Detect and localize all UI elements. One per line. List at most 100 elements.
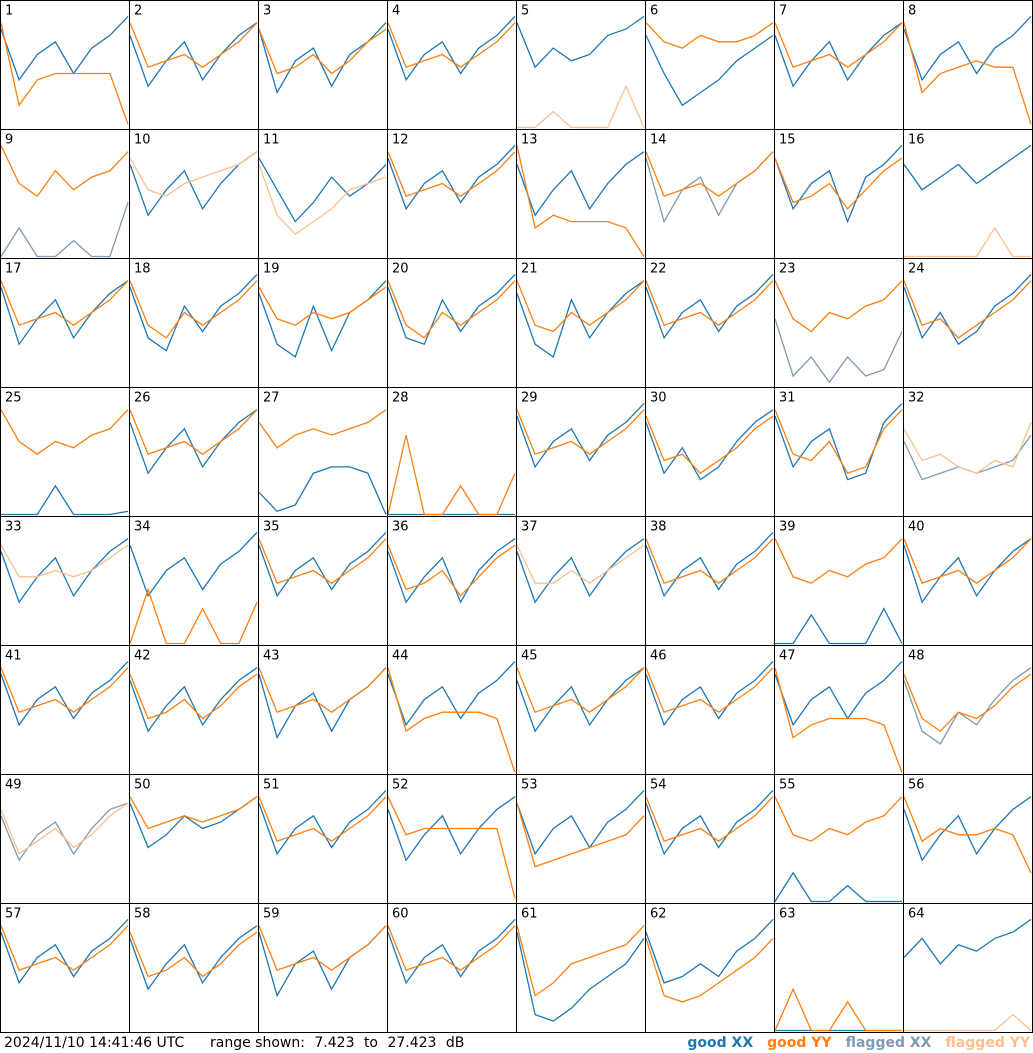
panel: 29 (516, 387, 646, 517)
panel: 4 (387, 0, 517, 130)
xx-trace (645, 531, 774, 598)
yy-trace (516, 145, 645, 257)
yy-trace (903, 22, 1032, 125)
panel-border (516, 774, 646, 904)
xx-trace (774, 402, 903, 481)
panel: 1 (0, 0, 130, 130)
yy-trace (0, 925, 129, 972)
yy-trace (258, 796, 387, 843)
panel: 60 (387, 903, 517, 1033)
yy-trace (516, 667, 645, 714)
panel: 3 (258, 0, 388, 130)
panel-border (774, 645, 904, 775)
panel-border (645, 774, 775, 904)
panel: 46 (645, 645, 775, 775)
panel-label: 15 (779, 133, 796, 148)
panel: 40 (903, 516, 1033, 646)
legend-entry: flagged YY (945, 1035, 1030, 1051)
panel-label: 39 (779, 520, 796, 535)
xx-trace (0, 15, 129, 82)
panel-label: 38 (650, 520, 667, 535)
xx-trace (903, 273, 1032, 346)
yy-trace (129, 22, 258, 69)
xx-trace (129, 409, 258, 475)
xx-trace (258, 466, 387, 515)
panel-border (645, 0, 775, 130)
panel-border (258, 774, 388, 904)
panel-label: 61 (521, 907, 538, 922)
panel: 52 (387, 774, 517, 904)
panel-label: 31 (779, 391, 796, 406)
panel: 16 (903, 129, 1033, 259)
panel-label: 46 (650, 649, 667, 664)
xx-trace (0, 660, 129, 727)
panel-border (0, 0, 130, 130)
panel-border (516, 0, 646, 130)
xx-trace (258, 22, 387, 95)
panel-label: 41 (5, 649, 22, 664)
xx-trace (129, 667, 258, 733)
panel-label: 1 (5, 4, 13, 19)
panel-border (0, 645, 130, 775)
panel: 59 (258, 903, 388, 1033)
yy-trace (387, 544, 516, 597)
panel-label: 48 (908, 649, 925, 664)
panel-label: 54 (650, 778, 667, 793)
panel: 11 (258, 129, 388, 259)
yy-trace (774, 987, 902, 1032)
yy-trace (387, 280, 516, 339)
xx-trace (903, 434, 1032, 481)
panel-border (903, 0, 1033, 130)
xx-trace (387, 796, 516, 862)
yy-trace (645, 280, 774, 327)
xx-trace (387, 273, 516, 346)
panel-label: 44 (392, 649, 409, 664)
yy-trace (129, 796, 258, 830)
panel: 51 (258, 774, 388, 904)
panel-label: 47 (779, 649, 796, 664)
yy-trace (387, 22, 516, 69)
panel-label: 52 (392, 778, 409, 793)
panel-border (387, 129, 517, 259)
panel-label: 12 (392, 133, 409, 148)
yy-trace (0, 22, 129, 125)
panel: 33 (0, 516, 130, 646)
panel: 58 (129, 903, 259, 1033)
panel-border (129, 258, 259, 388)
panel: 19 (258, 258, 388, 388)
panel: 39 (774, 516, 904, 646)
panel-label: 28 (392, 391, 409, 406)
panel-label: 11 (263, 133, 280, 148)
xx-trace (0, 538, 129, 604)
panel-label: 5 (521, 4, 529, 19)
yy-trace (903, 673, 1032, 733)
yy-trace (774, 280, 903, 333)
xx-trace (774, 144, 903, 224)
panel: 34 (129, 516, 259, 646)
panel: 10 (129, 129, 259, 259)
yy-trace (258, 667, 387, 714)
xx-trace (774, 22, 903, 88)
xx-trace (0, 802, 129, 862)
yy-trace (129, 280, 258, 339)
panel-label: 16 (908, 133, 925, 148)
panel: 63 (774, 903, 904, 1033)
legend-entry: good XX (687, 1035, 753, 1051)
range-min: 7.423 (314, 1035, 354, 1051)
panel-label: 45 (521, 649, 538, 664)
xx-trace (516, 402, 645, 469)
panel: 64 (903, 903, 1033, 1033)
yy-trace (387, 151, 516, 198)
panel-border (774, 774, 904, 904)
panel-border (903, 258, 1033, 388)
panel-border (258, 258, 388, 388)
panel-border (258, 387, 388, 517)
panel-border (903, 903, 1033, 1033)
panel-label: 21 (521, 262, 538, 277)
panel-label: 33 (5, 520, 22, 535)
xx-trace (645, 660, 774, 727)
panel-border (516, 516, 646, 646)
panel-border (516, 387, 646, 517)
panel-label: 49 (5, 778, 22, 793)
